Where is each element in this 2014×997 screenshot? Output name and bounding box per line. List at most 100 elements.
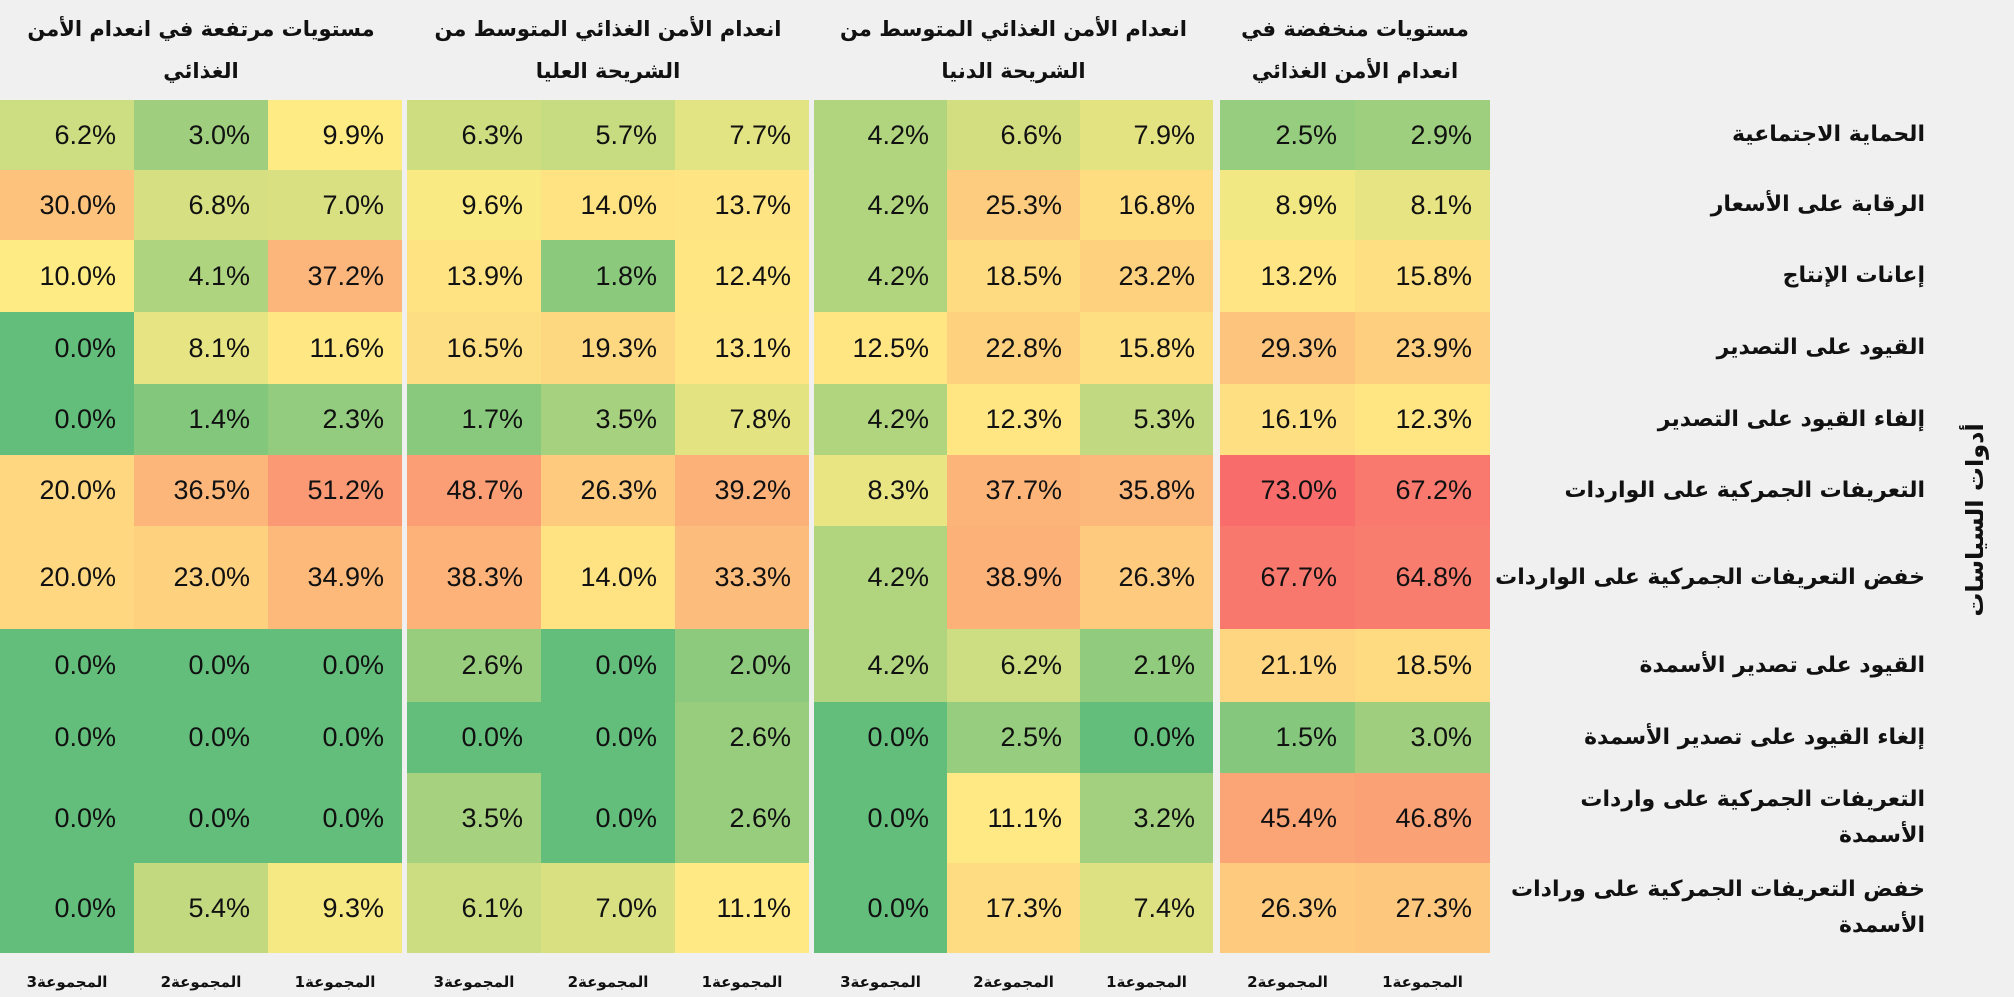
heatmap-cell: 12.3%: [947, 384, 1080, 455]
column-label: المجموعة1: [1106, 973, 1187, 991]
heatmap-cell: 51.2%: [268, 455, 402, 526]
heatmap-cell: 4.2%: [814, 240, 947, 312]
heatmap-cell: 4.2%: [814, 100, 947, 170]
heatmap-cell: 18.5%: [1355, 629, 1490, 702]
heatmap-cell: 1.7%: [407, 384, 541, 455]
heatmap-cell: 23.9%: [1355, 312, 1490, 384]
row-label: الحماية الاجتماعية: [1731, 122, 1925, 147]
heatmap-cell: 23.0%: [134, 526, 268, 629]
heatmap-cell: 6.2%: [947, 629, 1080, 702]
heatmap-cell: 15.8%: [1080, 312, 1213, 384]
heatmap-cell: 45.4%: [1220, 773, 1355, 863]
row-label: الرقابة على الأسعار: [1710, 192, 1925, 217]
heatmap-cell: 3.0%: [1355, 702, 1490, 773]
row-label: خفض التعريفات الجمركية على الواردات: [1495, 564, 1925, 590]
column-label: المجموعة2: [567, 973, 649, 991]
heatmap-cell: 8.1%: [1355, 170, 1490, 240]
heatmap-cell: 0.0%: [0, 312, 134, 384]
heatmap-cell: 25.3%: [947, 170, 1080, 240]
column-label: المجموعة3: [433, 973, 515, 991]
row-label: خفض التعريفات الجمركية على ورادات الأسمد…: [1511, 877, 1925, 938]
heatmap-cell: 0.0%: [134, 773, 268, 863]
heatmap-cell: 30.0%: [0, 170, 134, 240]
heatmap-cell: 73.0%: [1220, 455, 1355, 526]
row-label: إلفاء القيود على التصدير: [1657, 406, 1925, 432]
heatmap-cell: 13.2%: [1220, 240, 1355, 312]
heatmap-cell: 0.0%: [407, 702, 541, 773]
heatmap-cell: 0.0%: [268, 773, 402, 863]
heatmap-cell: 37.7%: [947, 455, 1080, 526]
heatmap-cell: 4.2%: [814, 629, 947, 702]
heatmap-cell: 26.3%: [541, 455, 675, 526]
heatmap-cell: 0.0%: [0, 384, 134, 455]
group-header: مستويات مرتفعة في انعدام الأمن الغذائي: [27, 17, 375, 83]
heatmap-cell: 5.7%: [541, 100, 675, 170]
heatmap-cell: 3.5%: [541, 384, 675, 455]
heatmap-cell: 6.3%: [407, 100, 541, 170]
column-label: المجموعة2: [973, 973, 1054, 991]
heatmap-cell: 7.9%: [1080, 100, 1213, 170]
heatmap-cell: 7.8%: [675, 384, 809, 455]
heatmap-cell: 22.8%: [947, 312, 1080, 384]
heatmap-cell: 26.3%: [1220, 863, 1355, 953]
heatmap-cell: 20.0%: [0, 526, 134, 629]
heatmap-cell: 3.5%: [407, 773, 541, 863]
heatmap-cell: 11.6%: [268, 312, 402, 384]
heatmap-cell: 16.8%: [1080, 170, 1213, 240]
heatmap-cell: 0.0%: [0, 773, 134, 863]
heatmap-cell: 7.0%: [268, 170, 402, 240]
heatmap-cell: 36.5%: [134, 455, 268, 526]
heatmap-cell: 2.6%: [407, 629, 541, 702]
heatmap-cell: 48.7%: [407, 455, 541, 526]
heatmap-cell: 64.8%: [1355, 526, 1490, 629]
heatmap-cell: 15.8%: [1355, 240, 1490, 312]
heatmap-cell: 0.0%: [0, 863, 134, 953]
heatmap-cell: 5.4%: [134, 863, 268, 953]
heatmap-cell: 37.2%: [268, 240, 402, 312]
heatmap-cell: 0.0%: [1080, 702, 1213, 773]
heatmap-cell: 14.0%: [541, 526, 675, 629]
heatmap-cell: 0.0%: [134, 702, 268, 773]
heatmap-cell: 29.3%: [1220, 312, 1355, 384]
heatmap-cell: 21.1%: [1220, 629, 1355, 702]
heatmap-cell: 12.5%: [814, 312, 947, 384]
column-label: المجموعة1: [294, 973, 376, 991]
heatmap-cell: 2.5%: [947, 702, 1080, 773]
heatmap-cell: 10.0%: [0, 240, 134, 312]
heatmap-cell: 4.2%: [814, 170, 947, 240]
heatmap-cell: 9.6%: [407, 170, 541, 240]
heatmap-cell: 26.3%: [1080, 526, 1213, 629]
y-axis-label: أدوات السياسات: [1961, 423, 1989, 617]
heatmap-cell: 20.0%: [0, 455, 134, 526]
column-label: المجموعة3: [26, 973, 108, 991]
heatmap-cell: 4.1%: [134, 240, 268, 312]
heatmap-cell: 3.2%: [1080, 773, 1213, 863]
row-label: التعريفات الجمركية على الواردات: [1564, 477, 1925, 503]
heatmap-cell: 0.0%: [134, 629, 268, 702]
row-label: القيود على التصدير: [1716, 335, 1925, 360]
heatmap-cell: 0.0%: [814, 773, 947, 863]
heatmap-cell: 3.0%: [134, 100, 268, 170]
column-label: المجموعة1: [701, 973, 783, 991]
heatmap-cell: 13.7%: [675, 170, 809, 240]
heatmap-cell: 46.8%: [1355, 773, 1490, 863]
column-label: المجموعة2: [1247, 973, 1328, 991]
heatmap-cell: 1.5%: [1220, 702, 1355, 773]
heatmap-cell: 12.4%: [675, 240, 809, 312]
heatmap-cell: 67.2%: [1355, 455, 1490, 526]
heatmap-cell: 0.0%: [0, 702, 134, 773]
group-header: انعدام الأمن الغذائي المتوسط من الشريحة …: [434, 17, 782, 83]
heatmap-cell: 13.9%: [407, 240, 541, 312]
heatmap-cell: 0.0%: [814, 863, 947, 953]
heatmap-cell: 2.5%: [1220, 100, 1355, 170]
heatmap-cell: 0.0%: [814, 702, 947, 773]
heatmap-cell: 6.8%: [134, 170, 268, 240]
row-label: إلغاء القيود على تصدير الأسمدة: [1584, 724, 1925, 750]
heatmap-cell: 38.9%: [947, 526, 1080, 629]
heatmap-cell: 67.7%: [1220, 526, 1355, 629]
heatmap-cell: 1.4%: [134, 384, 268, 455]
heatmap-cell: 11.1%: [675, 863, 809, 953]
group-header: مستويات منخفضة في انعدام الأمن الغذائي: [1241, 17, 1469, 83]
heatmap-cell: 14.0%: [541, 170, 675, 240]
heatmap-cell: 2.3%: [268, 384, 402, 455]
